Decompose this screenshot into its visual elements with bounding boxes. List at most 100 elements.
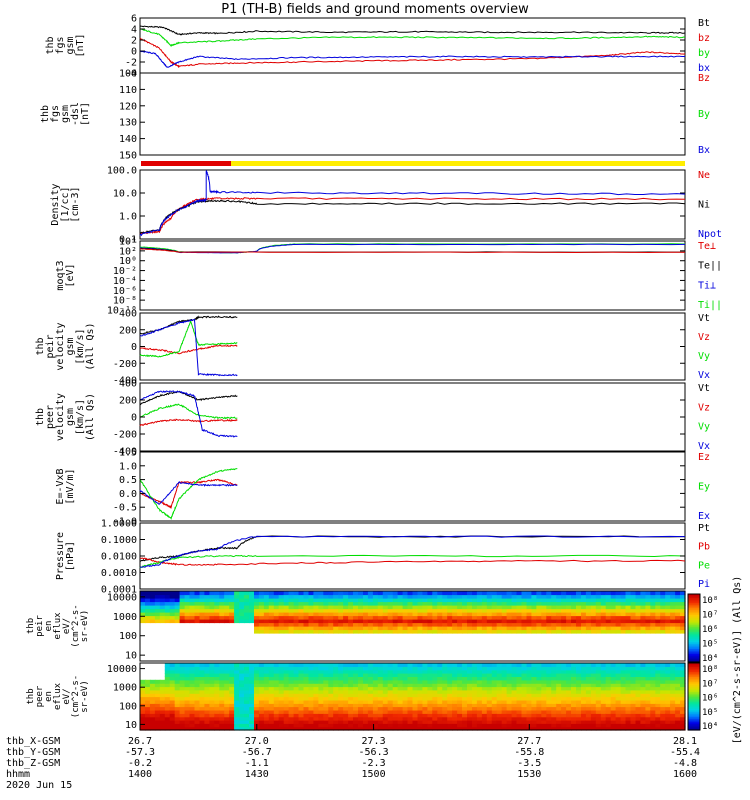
- heatmap-cell: [660, 679, 666, 684]
- heatmap-cell: [174, 723, 181, 728]
- heatmap-cell: [333, 716, 339, 721]
- heatmap-cell: [615, 598, 622, 603]
- heatmap-cell: [293, 598, 300, 603]
- heatmap-cell: [219, 693, 225, 698]
- xaxis-value: 27.0: [245, 736, 269, 747]
- heatmap-cell: [571, 679, 577, 684]
- heatmap-cell: [576, 683, 582, 688]
- heatmap-cell: [630, 601, 637, 606]
- heatmap-cell: [655, 676, 661, 681]
- heatmap-cell: [358, 709, 364, 714]
- heatmap-cell: [397, 686, 404, 691]
- heatmap-cell: [397, 605, 404, 610]
- heatmap-cell: [526, 706, 533, 711]
- heatmap-cell: [387, 676, 394, 681]
- heatmap-cell: [402, 608, 409, 613]
- heatmap-cell: [610, 663, 617, 667]
- heatmap-cell: [377, 615, 384, 620]
- colorbar-cell: [688, 633, 700, 636]
- heatmap-cell: [546, 720, 552, 724]
- heatmap-cell: [551, 726, 557, 731]
- heatmap-cell: [333, 615, 339, 620]
- heatmap-cell: [447, 679, 453, 684]
- heatmap-cell: [590, 619, 597, 624]
- heatmap-cell: [665, 713, 671, 718]
- heatmap-cell: [640, 622, 646, 627]
- heatmap-cell: [174, 683, 181, 688]
- heatmap-cell: [387, 619, 394, 624]
- heatmap-cell: [536, 693, 542, 698]
- colorbar-cell: [688, 689, 700, 693]
- heatmap-cell: [392, 683, 399, 688]
- heatmap-cell: [452, 720, 458, 724]
- series-density-Ne: [139, 197, 686, 235]
- heatmap-cell: [392, 608, 399, 613]
- heatmap-cell: [417, 696, 424, 701]
- heatmap-cell: [501, 612, 508, 617]
- heatmap-cell: [154, 716, 161, 721]
- heatmap-cell: [140, 726, 146, 731]
- heatmap-cell: [516, 598, 523, 603]
- heatmap-cell: [283, 601, 290, 606]
- heatmap-cell: [397, 608, 404, 613]
- heatmap-cell: [655, 686, 661, 691]
- heatmap-cell: [392, 676, 399, 681]
- heatmap-cell: [427, 723, 433, 728]
- heatmap-cell: [214, 615, 220, 620]
- heatmap-cell: [521, 612, 528, 617]
- heatmap-cell: [273, 726, 280, 731]
- heatmap-cell: [675, 726, 681, 731]
- heatmap-cell: [353, 686, 359, 691]
- heatmap-cell: [402, 713, 409, 718]
- heatmap-cell: [318, 619, 324, 624]
- heatmap-cell: [179, 605, 186, 610]
- heatmap-cell: [169, 723, 176, 728]
- heatmap-cell: [268, 679, 275, 684]
- heatmap-cell: [244, 689, 250, 694]
- heatmap-cell: [249, 703, 255, 708]
- heatmap-cell: [561, 601, 567, 606]
- heatmap-cell: [481, 622, 488, 627]
- heatmap-cell: [377, 669, 384, 674]
- heatmap-cell: [204, 686, 210, 691]
- heatmap-cell: [179, 594, 186, 599]
- heatmap-cell: [486, 591, 493, 596]
- heatmap-cell: [174, 591, 181, 596]
- heatmap-cell: [268, 666, 275, 671]
- heatmap-cell: [526, 676, 533, 681]
- heatmap-cell: [615, 723, 622, 728]
- heatmap-cell: [194, 726, 201, 731]
- heatmap-cell: [244, 673, 250, 677]
- heatmap-cell: [323, 679, 329, 684]
- heatmap-cell: [194, 619, 201, 624]
- heatmap-cell: [278, 706, 285, 711]
- heatmap-cell: [219, 669, 225, 674]
- heatmap-cell: [298, 612, 305, 617]
- heatmap-cell: [154, 612, 161, 617]
- heatmap-cell: [149, 598, 156, 603]
- heatmap-cell: [367, 591, 374, 596]
- heatmap-cell: [655, 713, 661, 718]
- heatmap-cell: [665, 608, 671, 613]
- heatmap-cell: [234, 676, 240, 681]
- heatmap-cell: [268, 699, 275, 704]
- ytick-label: 10⁴: [119, 237, 137, 248]
- heatmap-cell: [308, 689, 315, 694]
- heatmap-cell: [412, 696, 419, 701]
- heatmap-cell: [640, 605, 646, 610]
- heatmap-cell: [645, 626, 651, 631]
- heatmap-cell: [566, 693, 572, 698]
- heatmap-cell: [541, 726, 547, 731]
- heatmap-cell: [422, 696, 428, 701]
- heatmap-cell: [263, 663, 270, 667]
- heatmap-cell: [551, 720, 557, 724]
- heatmap-cell: [288, 706, 295, 711]
- heatmap-cell: [665, 703, 671, 708]
- heatmap-cell: [263, 629, 270, 634]
- heatmap-cell: [635, 622, 642, 627]
- colorbar-tick: 10⁷: [702, 611, 718, 621]
- heatmap-cell: [412, 699, 419, 704]
- heatmap-cell: [179, 598, 186, 603]
- heatmap-cell: [219, 706, 225, 711]
- heatmap-cell: [258, 720, 265, 724]
